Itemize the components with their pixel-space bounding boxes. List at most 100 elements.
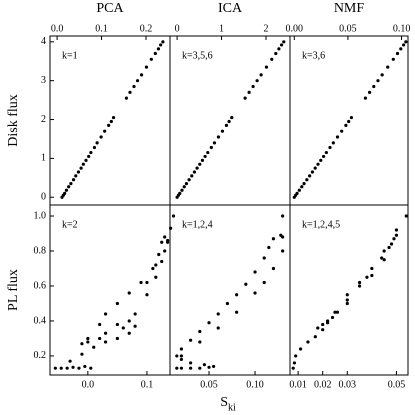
panel-frame	[169, 204, 291, 376]
data-point	[63, 191, 67, 195]
data-point	[189, 366, 193, 370]
data-point	[59, 366, 63, 370]
y-axis-label: Disk flux	[6, 94, 21, 147]
data-point	[195, 166, 199, 170]
data-point	[103, 312, 108, 316]
data-point	[216, 312, 220, 316]
data-point	[220, 129, 225, 133]
data-point	[392, 237, 396, 241]
x-axis-label: S	[220, 395, 228, 410]
data-point	[255, 79, 259, 83]
data-point	[180, 188, 184, 192]
data-point	[203, 154, 207, 159]
data-point	[163, 235, 167, 239]
data-point	[316, 326, 320, 330]
data-point	[380, 73, 384, 77]
data-point	[294, 354, 298, 358]
data-point	[340, 129, 344, 133]
x-tick-label: 0.05	[388, 379, 406, 390]
data-point	[306, 340, 310, 344]
data-point	[89, 150, 93, 155]
data-point	[319, 158, 323, 162]
data-point	[345, 298, 349, 302]
data-point	[282, 40, 286, 44]
data-point	[92, 145, 97, 150]
data-point	[171, 214, 176, 218]
data-point	[168, 226, 173, 230]
data-point	[187, 178, 191, 182]
data-point	[227, 119, 231, 124]
data-point	[86, 340, 90, 344]
x-tick-label: 0.05	[339, 23, 357, 34]
data-point	[363, 96, 368, 100]
data-point	[298, 347, 303, 351]
x-tick-label: 0.00	[286, 23, 304, 34]
data-point	[281, 214, 285, 218]
data-point	[206, 150, 210, 155]
data-point	[198, 162, 202, 166]
data-point	[145, 280, 149, 285]
data-point	[212, 141, 217, 145]
data-point	[253, 291, 257, 295]
data-point	[357, 284, 362, 288]
x-tick-label: 0.02	[314, 379, 332, 390]
y-tick-label: 0.8	[34, 245, 47, 256]
data-point	[151, 266, 155, 271]
data-point	[98, 322, 102, 327]
data-point	[382, 249, 386, 253]
data-point	[179, 366, 184, 370]
data-point	[161, 40, 165, 44]
y-tick-label: 2	[41, 114, 46, 125]
data-point	[179, 354, 184, 358]
data-point	[124, 96, 129, 100]
data-point	[69, 182, 73, 186]
data-point	[198, 329, 202, 334]
data-point	[402, 43, 406, 47]
data-point	[370, 266, 374, 271]
data-point	[253, 270, 257, 274]
data-point	[335, 310, 340, 314]
data-point	[259, 73, 263, 77]
x-tick-label: 1	[219, 23, 224, 34]
y-tick-label: 0.2	[34, 350, 47, 361]
x-tick-label: 0.10	[246, 379, 264, 390]
data-point	[103, 331, 108, 335]
x-tick-label: 0.2	[140, 23, 153, 34]
data-point	[76, 170, 81, 174]
data-point	[328, 145, 332, 150]
data-point	[175, 366, 179, 370]
data-point	[305, 178, 309, 182]
data-point	[149, 57, 153, 61]
data-point	[391, 57, 395, 61]
y-tick-label: 1.0	[34, 210, 47, 221]
panel-annotation: k=2	[62, 219, 78, 230]
data-point	[64, 188, 69, 192]
data-point	[224, 123, 229, 127]
data-point	[160, 259, 164, 264]
panel-annotation: k=3,5,6	[182, 50, 213, 61]
x-tick-label: 0	[175, 23, 180, 34]
data-point	[84, 158, 88, 162]
data-point	[81, 162, 85, 166]
data-point	[295, 191, 299, 195]
data-point	[67, 185, 71, 189]
data-point	[182, 185, 186, 189]
data-point	[321, 154, 326, 159]
data-point	[308, 174, 312, 178]
y-tick-label: 0.6	[34, 280, 47, 291]
data-point	[395, 51, 400, 56]
data-point	[376, 79, 380, 83]
data-point	[103, 340, 108, 344]
data-point	[324, 150, 328, 155]
panel-frame	[49, 35, 171, 206]
data-point	[71, 178, 76, 182]
data-point	[133, 312, 137, 316]
data-point	[262, 280, 266, 285]
data-point	[154, 275, 158, 279]
data-point	[115, 301, 119, 306]
data-point	[279, 43, 284, 47]
data-point	[313, 166, 317, 170]
data-point	[127, 331, 131, 335]
data-point	[159, 43, 163, 47]
data-point	[83, 364, 87, 369]
